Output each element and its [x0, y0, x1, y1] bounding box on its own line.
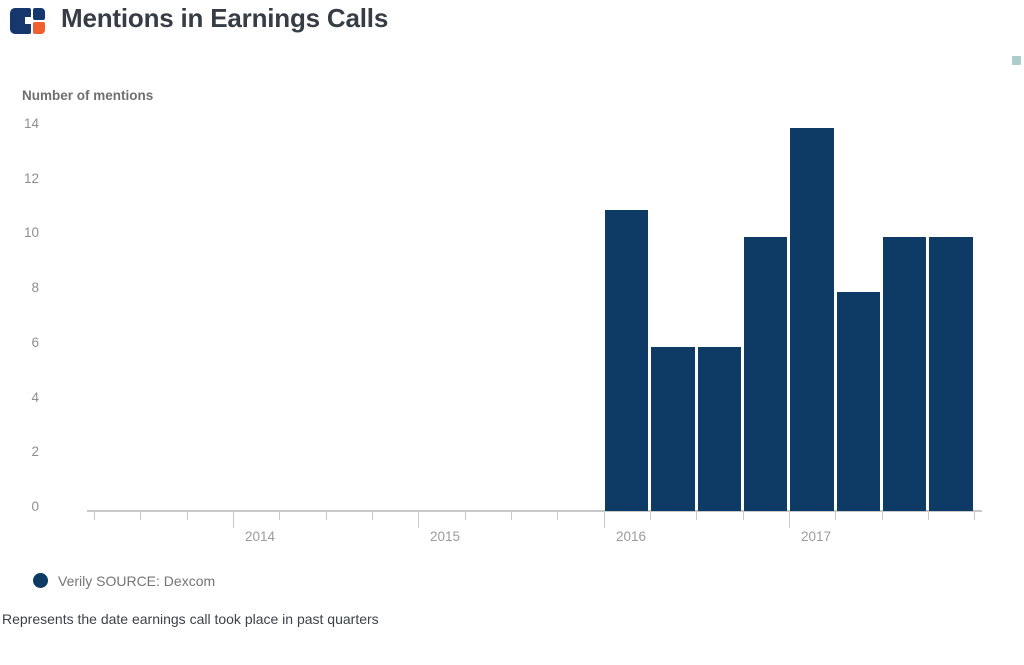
bar-2017-q2[interactable]: [836, 292, 881, 511]
x-axis-year-label: 2017: [801, 529, 832, 544]
x-axis-quarter-tick: [465, 512, 466, 520]
x-axis-quarter-tick: [372, 512, 373, 520]
x-axis-year-tick: [418, 512, 419, 528]
x-axis-quarter-tick: [974, 512, 975, 520]
x-axis-quarter-tick: [696, 512, 697, 520]
y-axis-tick-label: 8: [31, 280, 39, 296]
cb-insights-logo: [10, 7, 46, 35]
y-axis-tick-label: 12: [23, 170, 39, 186]
x-axis-quarter-tick: [835, 512, 836, 520]
x-axis-line: [87, 510, 982, 512]
x-axis-year-tick: [604, 512, 605, 528]
logo-left-block: [10, 8, 31, 34]
x-axis-quarter-tick: [140, 512, 141, 520]
y-axis-tick-label: 14: [23, 115, 39, 131]
y-axis-tick-label: 6: [31, 334, 39, 350]
x-axis-year-label: 2016: [616, 529, 647, 544]
x-axis-year-label: 2014: [245, 529, 276, 544]
legend-series-label: Verily SOURCE: Dexcom: [58, 573, 216, 589]
x-axis-quarter-tick: [187, 512, 188, 520]
x-axis-year-label: 2015: [430, 529, 461, 544]
y-axis-tick-label: 0: [31, 499, 39, 514]
x-axis-quarter-tick: [743, 512, 744, 520]
x-axis-quarter-tick: [557, 512, 558, 520]
x-axis-quarter-tick: [882, 512, 883, 520]
page-title: Mentions in Earnings Calls: [61, 3, 389, 33]
logo-top-right-block: [33, 8, 45, 20]
chart-footnote: Represents the date earnings call took p…: [2, 611, 379, 627]
x-axis-year-tick: [233, 512, 234, 528]
bar-2016-q2[interactable]: [651, 346, 695, 511]
logo-notch: [25, 17, 31, 24]
y-axis-title: Number of mentions: [22, 88, 154, 103]
bar-2017-q3[interactable]: [883, 237, 927, 511]
x-axis-quarter-tick: [650, 512, 651, 520]
bar-2017-q1[interactable]: [790, 127, 834, 511]
x-axis-year-tick: [789, 512, 790, 528]
x-axis-quarter-tick: [94, 512, 95, 520]
teal-corner-marker-icon[interactable]: [1012, 56, 1021, 65]
y-axis-tick-label: 10: [23, 225, 39, 241]
bar-2016-q3[interactable]: [697, 346, 742, 511]
legend-series-dot-icon: [33, 573, 48, 588]
x-axis-quarter-tick: [326, 512, 327, 520]
y-axis-tick-label: 4: [31, 389, 39, 405]
y-axis-tick-label: 2: [31, 444, 39, 460]
bar-2017-q4[interactable]: [929, 237, 973, 511]
logo-bottom-right-block: [33, 22, 45, 34]
bar-2016-q1[interactable]: [605, 210, 649, 511]
bar-2016-q4[interactable]: [744, 237, 788, 511]
x-axis-quarter-tick: [279, 512, 280, 520]
x-axis-quarter-tick: [928, 512, 929, 520]
x-axis-quarter-tick: [511, 512, 512, 520]
